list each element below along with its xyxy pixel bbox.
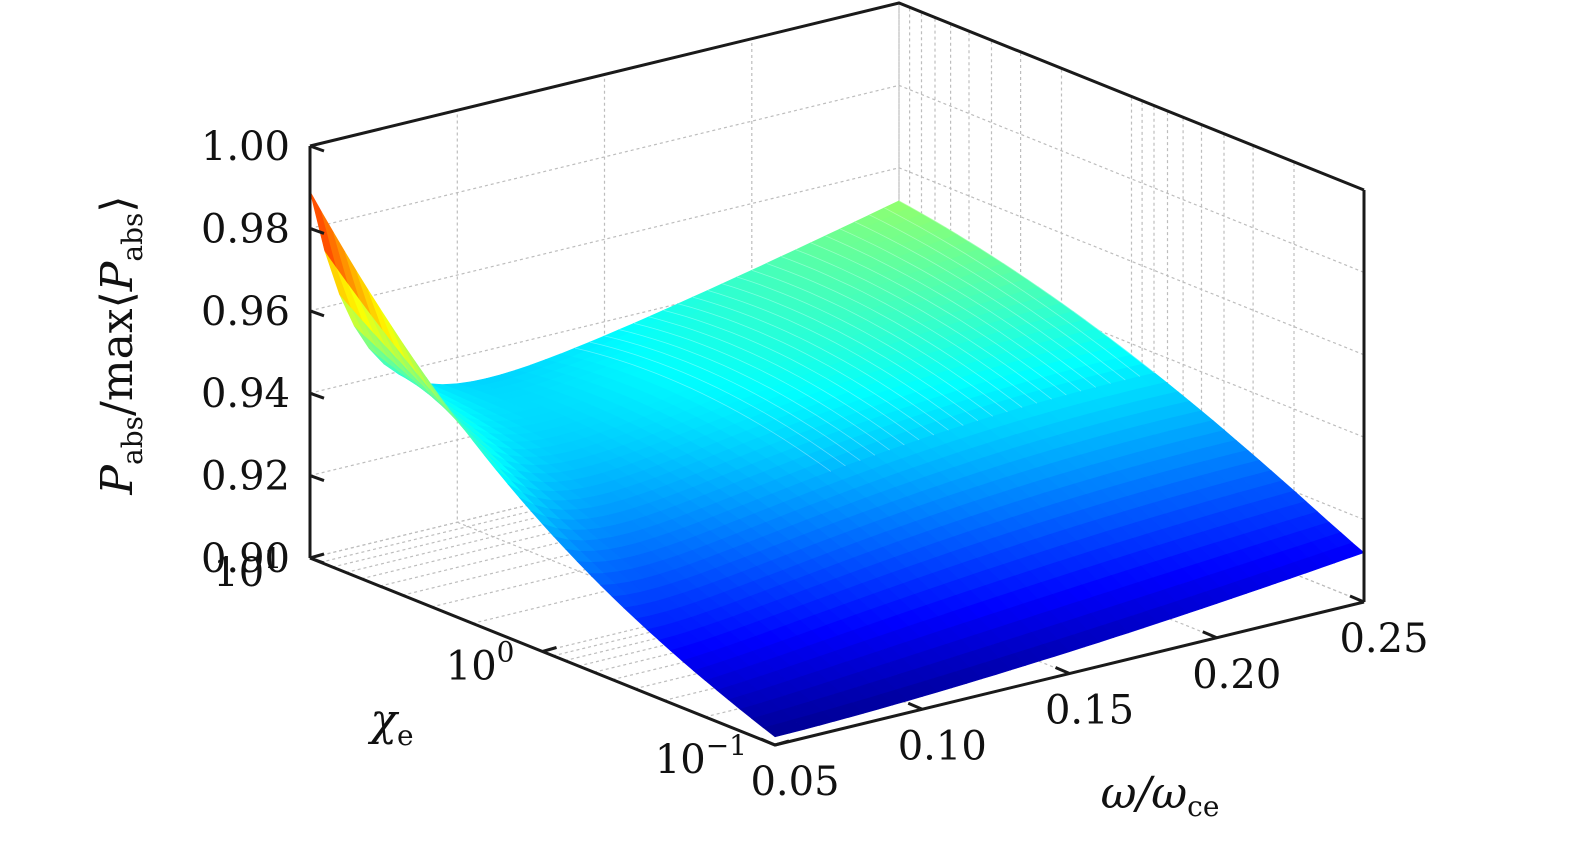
mesh-line-34 [810, 242, 1067, 396]
mesh-line-29 [736, 276, 994, 417]
x-tick-2 [1054, 666, 1071, 675]
z-tick-label-5: 0.90 [201, 536, 290, 582]
mesh-line-37 [854, 221, 1111, 384]
x-tick-label-1: 0.10 [898, 723, 987, 769]
z-tick-label-3: 0.94 [201, 371, 290, 417]
mesh-line-38 [869, 214, 1126, 381]
z-tick-label-0: 1.00 [201, 124, 290, 170]
mesh-line-22 [633, 322, 890, 451]
y-axis-label: χe [367, 695, 413, 752]
x-tick-label-0: 0.05 [750, 759, 839, 805]
mesh-line-19 [589, 341, 846, 467]
x-tick-3 [1202, 630, 1218, 640]
y-tick-label-2: 10−1 [655, 729, 747, 783]
tick-labels: 1.00 0.98 0.96 0.94 0.92 0.90 0.05 0.10 0.15 0.20… [201, 124, 1429, 805]
mesh-line-23 [648, 316, 905, 446]
y-tick-2 [774, 739, 790, 747]
x-tick-label-3: 0.20 [1192, 652, 1281, 698]
mesh-line-36 [839, 228, 1097, 388]
x-axis-label: ω/ωce [1101, 768, 1220, 823]
grid-line-z-1 [309, 84, 1365, 273]
mesh-line-21 [619, 329, 876, 456]
mesh-line-39 [884, 207, 1141, 377]
z-tick-label-2: 0.96 [201, 289, 290, 335]
surface-plot [309, 191, 1365, 738]
y-tick-1 [542, 646, 557, 653]
z-tick-0 [309, 144, 325, 153]
mesh-line-18 [574, 347, 832, 472]
mesh-line-30 [751, 269, 1008, 413]
x-tick-1 [907, 701, 923, 711]
x-tick-0 [760, 737, 776, 747]
axis-labels: Pabs/max⟨Pabs⟩ ω/ωce χe [92, 195, 1219, 823]
z-tick-3 [309, 391, 325, 400]
grid-line-x-4 [898, 3, 1365, 603]
mesh-line-28 [722, 283, 979, 422]
mesh-line-31 [766, 263, 1023, 408]
grid-line-x-1 [456, 110, 923, 710]
grid-line-z-0 [309, 2, 1365, 191]
mesh-line-33 [795, 249, 1052, 400]
y-tick-label-0: 101 [213, 542, 282, 596]
top-back-edges [309, 1, 1365, 192]
x-tick-4 [1349, 594, 1365, 604]
z-tick-label-4: 0.92 [201, 454, 290, 500]
z-tick-1 [309, 226, 325, 235]
grid-line-z-2 [309, 167, 1365, 356]
z-tick-2 [309, 309, 325, 318]
mesh-line-40 [898, 200, 1156, 374]
mesh-line-27 [707, 290, 964, 426]
surface-patch-0-0 [762, 723, 791, 738]
grid-line-x-3 [751, 38, 1218, 639]
z-axis-label: Pabs/max⟨Pabs⟩ [92, 195, 149, 495]
mesh-line-24 [663, 309, 920, 441]
mesh-line-32 [781, 256, 1038, 404]
grid-line-x-2 [603, 74, 1070, 675]
x-tick-label-4: 0.25 [1339, 616, 1428, 662]
mesh-line-20 [604, 335, 861, 461]
z-tick-label-1: 0.98 [201, 206, 290, 252]
z-tick-4 [309, 474, 325, 483]
x-tick-label-2: 0.15 [1045, 688, 1134, 734]
y-tick-0 [309, 552, 325, 560]
mesh-line-26 [692, 296, 949, 431]
mesh-line-35 [825, 235, 1082, 392]
y-tick-label-1: 100 [446, 636, 515, 690]
mesh-line-25 [677, 303, 935, 436]
